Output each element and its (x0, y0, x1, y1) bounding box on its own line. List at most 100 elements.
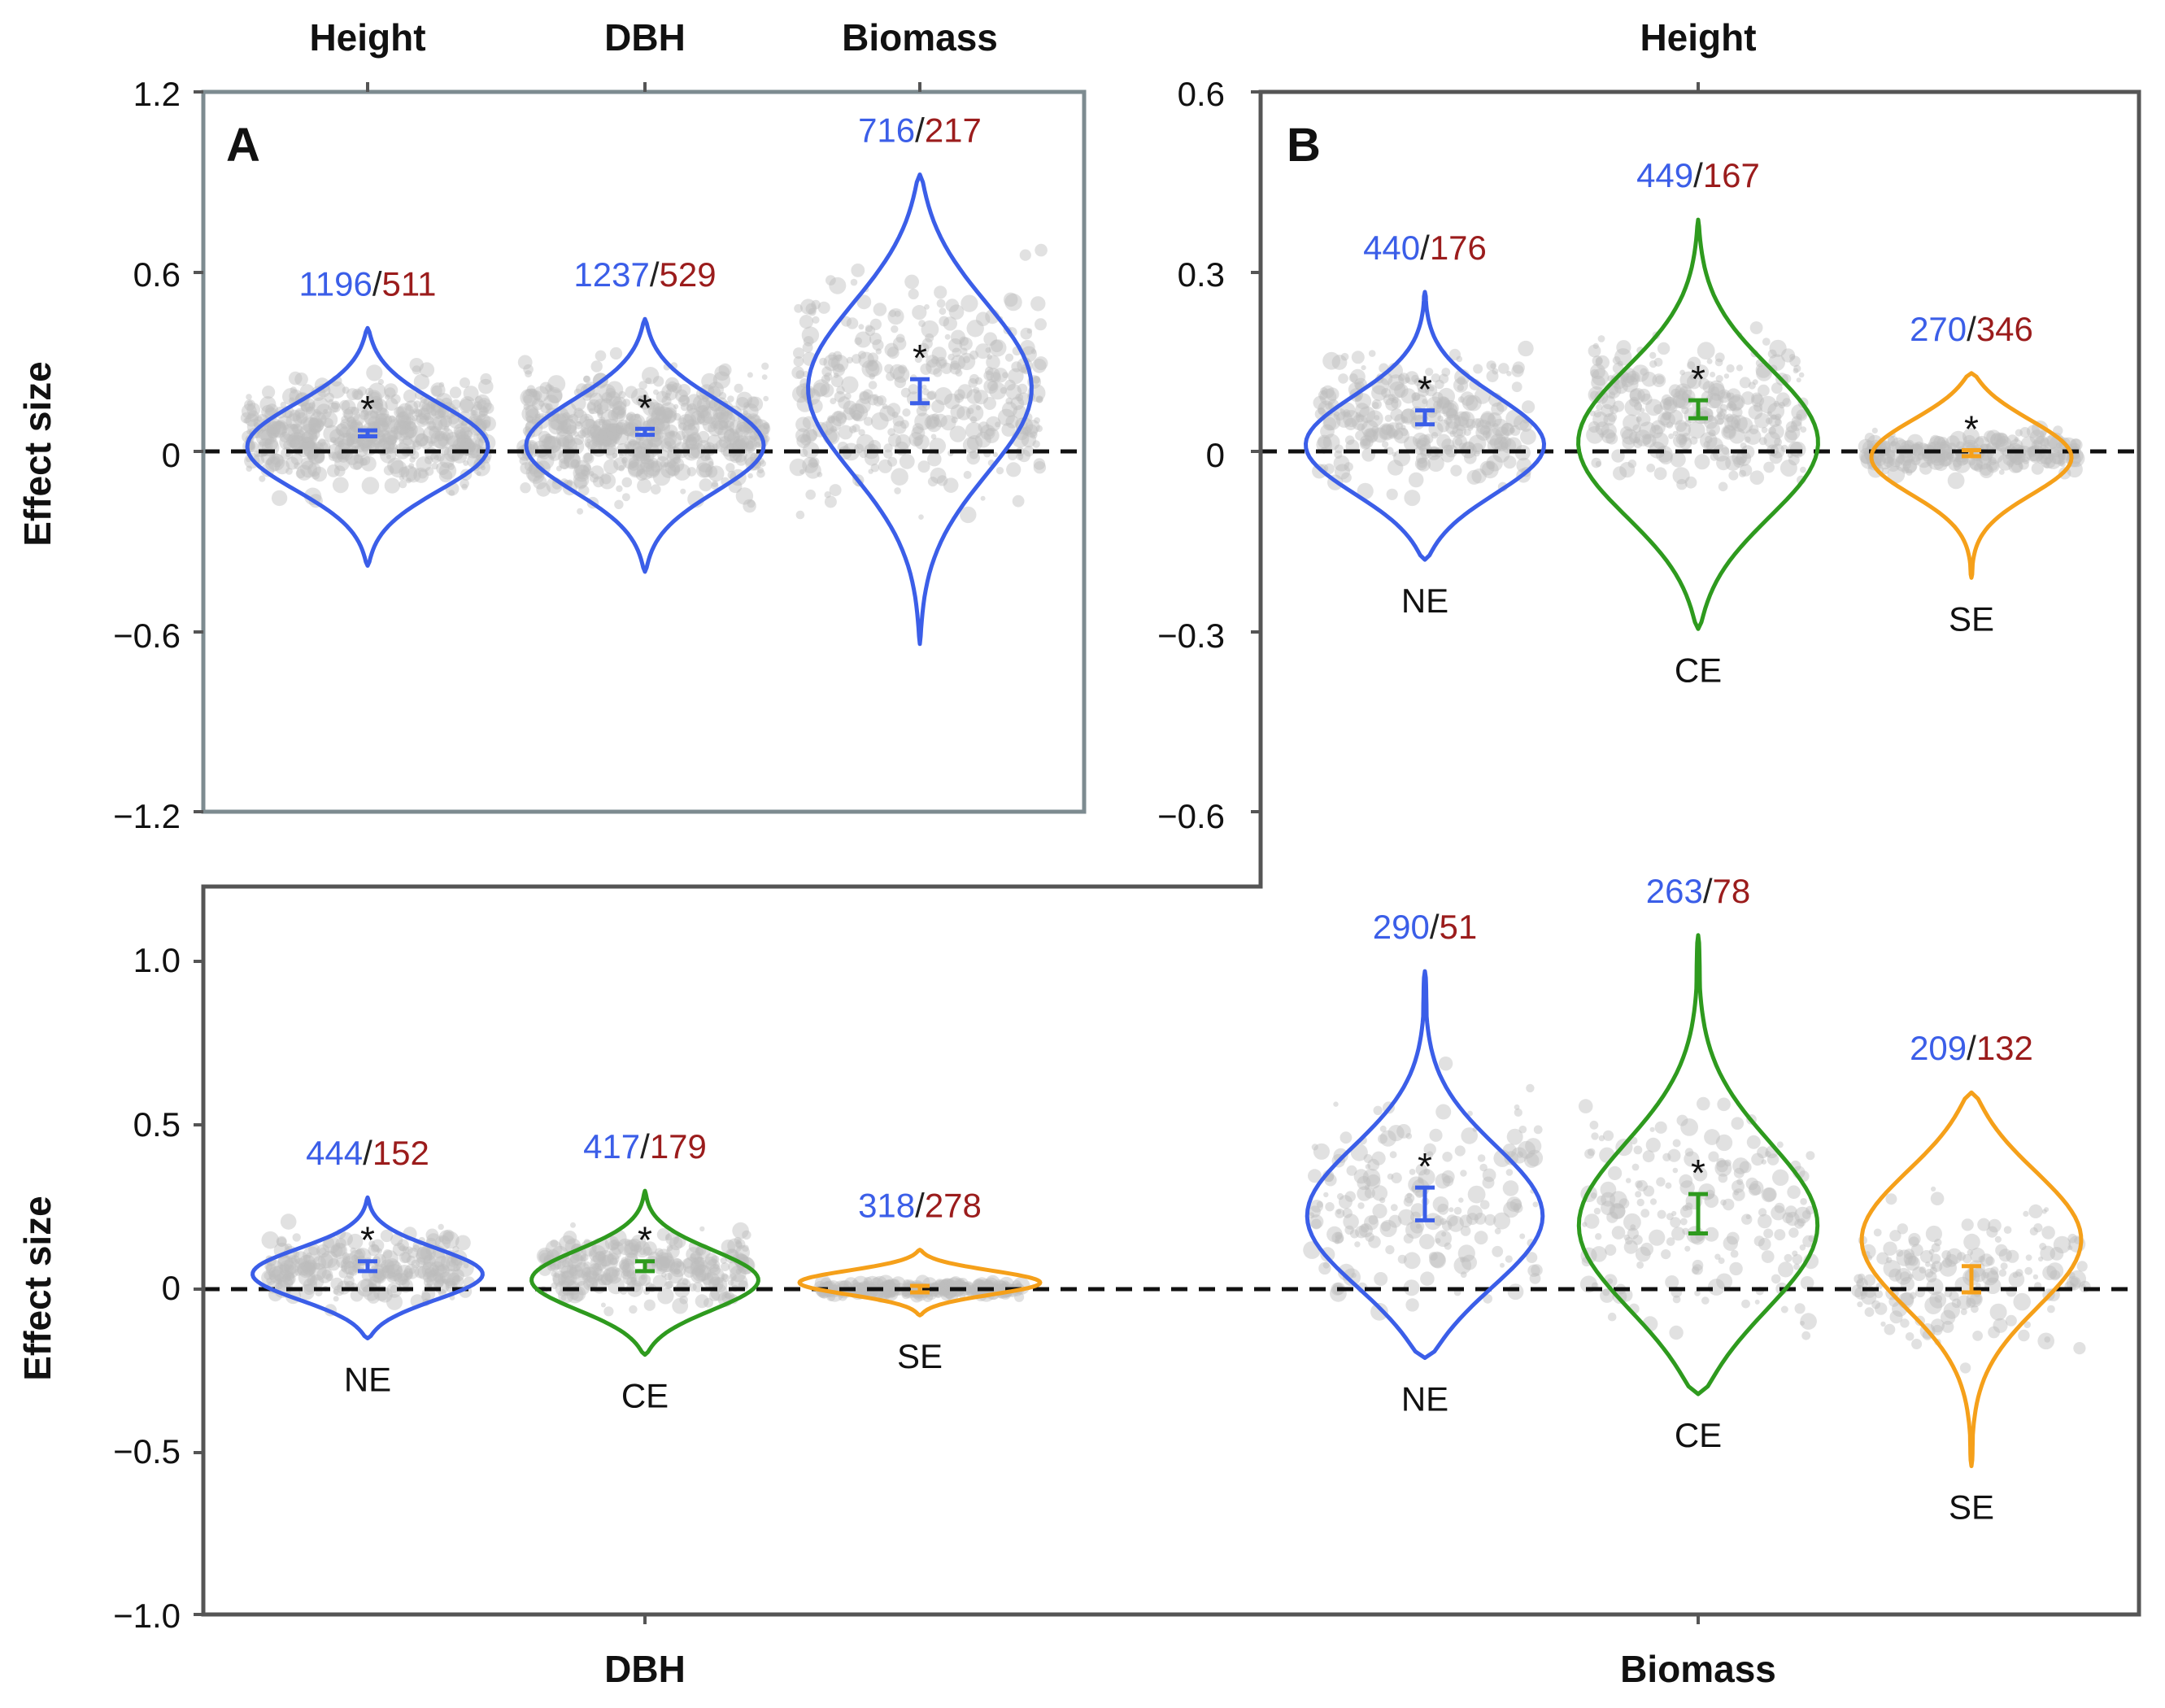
data-point-A-Biomass (865, 325, 873, 333)
data-point-A-DBH (700, 406, 718, 425)
data-point-B-DBH-CE (629, 1305, 638, 1314)
data-point-B-Height-NE (1506, 371, 1512, 377)
data-point-B-Biomass-SE (1925, 1271, 1937, 1283)
data-point-A-Biomass (801, 326, 820, 344)
data-point-B-Height-CE (1649, 425, 1663, 438)
data-point-A-Height (335, 423, 348, 436)
data-point-B-DBH-SE (961, 1282, 975, 1296)
data-point-A-Height (360, 409, 369, 417)
data-point-A-DBH (614, 421, 628, 435)
data-point-B-Height-CE (1601, 403, 1614, 417)
data-point-A-Biomass (864, 416, 873, 426)
data-point-A-Height (405, 404, 412, 412)
data-point-B-Height-CE (1769, 424, 1784, 440)
data-point-A-Height (300, 460, 317, 478)
data-point-A-Biomass (943, 393, 961, 410)
data-point-A-DBH (708, 381, 724, 398)
data-point-B-Height-CE (1675, 420, 1688, 432)
data-point-B-DBH-NE (320, 1250, 338, 1269)
data-point-B-Biomass-SE (1885, 1193, 1897, 1205)
data-point-A-DBH (590, 432, 607, 447)
data-point-B-Height-CE (1714, 352, 1725, 363)
data-point-B-Biomass-NE (1333, 1101, 1339, 1107)
data-point-B-DBH-CE (589, 1262, 603, 1276)
data-point-B-DBH-NE (377, 1248, 382, 1254)
data-point-A-Height (407, 425, 425, 443)
data-point-B-DBH-CE (568, 1266, 578, 1277)
data-point-A-Height (470, 409, 477, 416)
data-point-B-Height-NE (1343, 410, 1361, 428)
data-point-B-DBH-NE (330, 1277, 344, 1291)
data-point-B-Height-NE (1384, 414, 1392, 422)
data-point-B-Biomass-NE (1423, 1143, 1436, 1157)
data-point-B-DBH-CE (568, 1265, 584, 1279)
data-point-B-Height-SE (2014, 437, 2019, 442)
data-point-B-Height-CE (1655, 375, 1665, 385)
data-point-B-DBH-SE (884, 1286, 897, 1299)
data-point-A-Height (297, 443, 311, 458)
data-point-A-Biomass (1032, 376, 1040, 385)
data-point-B-Height-SE (1910, 443, 1924, 456)
data-point-A-Height (404, 426, 417, 438)
data-point-B-DBH-CE (730, 1265, 747, 1283)
data-point-B-DBH-NE (371, 1239, 385, 1253)
data-point-B-Height-NE (1344, 462, 1353, 472)
data-point-A-DBH (607, 423, 621, 438)
data-point-B-Height-NE (1351, 414, 1368, 431)
data-point-A-Biomass (986, 416, 1001, 432)
data-point-B-Biomass-CE (1774, 1202, 1785, 1213)
data-point-B-Height-CE (1641, 434, 1653, 445)
data-point-B-Biomass-CE (1771, 1274, 1781, 1284)
data-point-B-Biomass-CE (1730, 1249, 1739, 1258)
data-point-A-Height (408, 409, 416, 416)
data-point-B-Biomass-CE (1774, 1229, 1786, 1241)
data-point-A-Biomass (959, 336, 969, 346)
data-point-B-DBH-CE (656, 1256, 673, 1273)
data-point-A-DBH (688, 436, 698, 447)
data-point-A-DBH (727, 395, 734, 403)
data-point-B-Height-NE (1385, 447, 1394, 455)
data-point-A-Height (437, 407, 449, 419)
data-point-B-Biomass-NE (1343, 1268, 1361, 1287)
sample-count-label-B-Biomass-SE: 209/132 (1910, 1029, 2033, 1067)
data-point-A-Biomass (940, 415, 956, 431)
data-point-A-Biomass (895, 434, 911, 450)
data-point-A-DBH (599, 430, 608, 439)
data-point-B-Height-CE (1626, 370, 1640, 386)
data-point-A-Biomass (985, 366, 994, 376)
data-point-B-DBH-CE (629, 1269, 648, 1287)
data-point-B-Biomass-CE (1704, 1129, 1720, 1145)
data-point-B-Height-NE (1425, 384, 1438, 397)
data-point-A-Height (285, 456, 299, 470)
data-point-B-Height-SE (1949, 430, 1967, 449)
data-point-B-DBH-CE (631, 1248, 638, 1256)
data-point-B-DBH-CE (560, 1270, 577, 1287)
data-point-B-Height-SE (1933, 436, 1946, 449)
data-point-A-DBH (541, 438, 551, 448)
data-point-A-Height (301, 440, 311, 450)
data-point-A-DBH (625, 421, 640, 437)
data-point-A-Height (467, 441, 475, 450)
data-point-B-Biomass-CE (1672, 1295, 1681, 1304)
data-point-A-Height (264, 442, 271, 449)
data-point-A-Height (388, 419, 401, 432)
data-point-B-Height-CE (1646, 464, 1656, 473)
data-point-B-Height-CE (1719, 408, 1727, 416)
data-point-A-DBH (646, 462, 660, 477)
data-point-A-DBH (596, 434, 608, 446)
data-point-A-DBH (640, 458, 654, 473)
data-point-A-Biomass (889, 364, 905, 380)
data-point-A-Biomass (834, 354, 843, 362)
data-point-A-Height (471, 409, 478, 416)
data-point-B-DBH-NE (437, 1265, 447, 1275)
data-point-B-Biomass-CE (1611, 1226, 1626, 1240)
data-point-B-DBH-NE (342, 1252, 350, 1260)
data-point-B-Biomass-NE (1492, 1245, 1504, 1257)
data-point-B-DBH-NE (381, 1250, 399, 1267)
data-point-A-Height (269, 437, 275, 442)
data-point-A-Height (428, 417, 443, 433)
data-point-B-Height-CE (1736, 364, 1743, 372)
data-point-A-Biomass (799, 468, 805, 475)
data-point-A-Biomass (830, 375, 843, 388)
data-point-B-Height-NE (1408, 472, 1424, 488)
